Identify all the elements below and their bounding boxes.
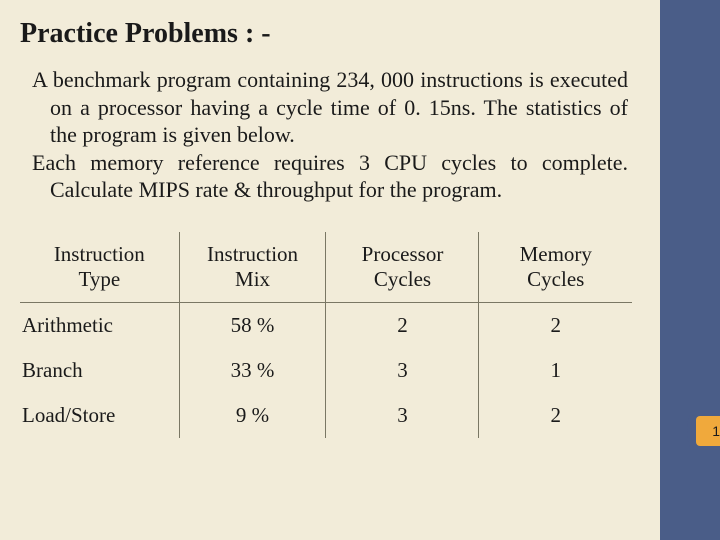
cell-proc: 3: [326, 393, 479, 438]
table-header-row: Instruction Type Instruction Mix Process…: [20, 232, 632, 303]
side-band: [660, 0, 720, 540]
col-header-proc-l1: Processor: [362, 242, 444, 266]
col-header-mix: Instruction Mix: [179, 232, 326, 303]
cell-mem: 1: [479, 348, 632, 393]
cell-mem: 2: [479, 393, 632, 438]
table-row: Arithmetic 58 % 2 2: [20, 302, 632, 348]
cell-mix: 33 %: [179, 348, 326, 393]
col-header-type-l2: Type: [78, 267, 120, 291]
cell-proc: 3: [326, 348, 479, 393]
cell-type: Arithmetic: [20, 302, 179, 348]
cell-type: Load/Store: [20, 393, 179, 438]
table-row: Branch 33 % 3 1: [20, 348, 632, 393]
col-header-proc-l2: Cycles: [374, 267, 431, 291]
problem-text-p2: Each memory reference requires 3 CPU cyc…: [32, 149, 628, 204]
problem-text-p1: A benchmark program containing 234, 000 …: [32, 66, 628, 149]
col-header-type-l1: Instruction: [54, 242, 145, 266]
cell-proc: 2: [326, 302, 479, 348]
col-header-type: Instruction Type: [20, 232, 179, 303]
page-number-badge: 15: [686, 410, 720, 452]
cell-mix: 9 %: [179, 393, 326, 438]
cell-mix: 58 %: [179, 302, 326, 348]
col-header-proc: Processor Cycles: [326, 232, 479, 303]
cell-mem: 2: [479, 302, 632, 348]
col-header-mem-l1: Memory: [520, 242, 592, 266]
col-header-mix-l1: Instruction: [207, 242, 298, 266]
cell-type: Branch: [20, 348, 179, 393]
problem-text: A benchmark program containing 234, 000 …: [20, 66, 632, 204]
stats-table: Instruction Type Instruction Mix Process…: [20, 232, 632, 438]
col-header-mix-l2: Mix: [235, 267, 270, 291]
col-header-mem-l2: Cycles: [527, 267, 584, 291]
page-number-text: 15: [712, 423, 720, 439]
badge-icon: 15: [686, 410, 720, 452]
page-title: Practice Problems : -: [20, 18, 632, 50]
col-header-mem: Memory Cycles: [479, 232, 632, 303]
table-row: Load/Store 9 % 3 2: [20, 393, 632, 438]
slide-content: Practice Problems : - A benchmark progra…: [0, 0, 660, 540]
